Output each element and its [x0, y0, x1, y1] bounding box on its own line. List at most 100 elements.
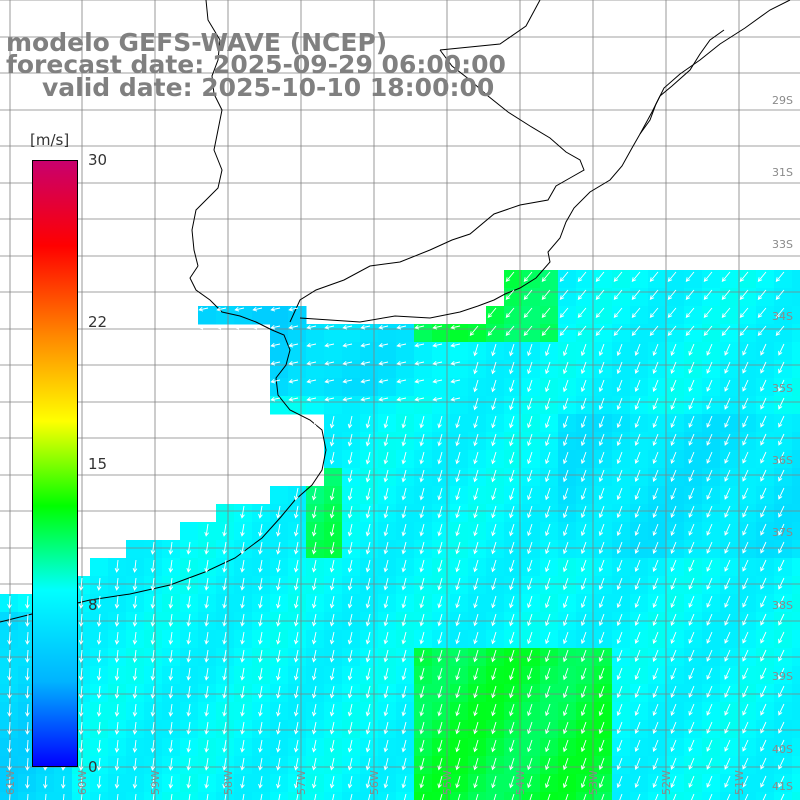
wind-arrow — [258, 739, 263, 753]
wind-speed-cell — [612, 414, 631, 433]
wind-arrow — [365, 667, 371, 681]
wind-speed-cell — [576, 396, 595, 415]
wind-arrow — [505, 325, 515, 336]
wind-speed-cell — [540, 360, 559, 379]
wind-speed-cell — [558, 468, 577, 487]
wind-arrow — [473, 559, 479, 573]
wind-arrow — [240, 721, 245, 735]
wind-arrow — [419, 523, 425, 537]
wind-arrow — [365, 559, 371, 573]
wind-arrow — [288, 306, 299, 312]
wind-arrow — [527, 451, 533, 465]
wind-arrow — [509, 649, 515, 663]
wind-speed-cell — [630, 666, 649, 685]
wind-speed-cell — [666, 378, 685, 397]
wind-arrow — [634, 379, 641, 393]
wind-speed-cell — [432, 738, 451, 757]
wind-speed-cell — [234, 504, 253, 523]
wind-speed-cell — [504, 756, 523, 775]
wind-speed-cell — [270, 684, 289, 703]
wind-arrow — [670, 523, 677, 536]
wind-speed-cell — [630, 522, 649, 541]
wind-arrow — [473, 757, 479, 771]
wind-speed-cell — [756, 630, 775, 649]
wind-speed-cell — [594, 522, 613, 541]
wind-speed-cell — [360, 720, 379, 739]
wind-speed-cell — [414, 630, 433, 649]
wind-arrow — [270, 306, 281, 312]
wind-speed-cell — [468, 378, 487, 397]
wind-arrow — [168, 775, 174, 789]
wind-arrow — [545, 505, 551, 519]
wind-arrow — [562, 433, 569, 447]
wind-speed-cell — [234, 720, 253, 739]
wind-speed-cell — [720, 702, 739, 721]
wind-arrow — [778, 595, 785, 608]
wind-arrow — [757, 271, 767, 282]
wind-speed-cell — [450, 576, 469, 595]
wind-speed-cell — [342, 756, 361, 775]
wind-speed-cell — [522, 342, 541, 361]
wind-arrow — [419, 667, 425, 681]
wind-speed-cell — [792, 396, 800, 415]
wind-arrow — [634, 505, 641, 519]
wind-arrow — [132, 595, 138, 609]
wind-arrow — [347, 541, 353, 555]
wind-speed-cell — [360, 522, 379, 541]
wind-speed-cell — [504, 396, 523, 415]
wind-arrow — [216, 306, 227, 312]
wind-speed-cell — [324, 702, 343, 721]
wind-speed-cell — [774, 432, 793, 451]
wind-arrow — [276, 559, 281, 573]
wind-speed-cell — [738, 432, 757, 451]
wind-arrow — [437, 613, 443, 627]
wind-arrow — [739, 325, 749, 336]
wind-speed-cell — [684, 540, 703, 559]
wind-arrow — [204, 595, 209, 609]
wind-arrow — [347, 667, 353, 681]
wind-arrow — [670, 649, 677, 662]
wind-speed-cell — [522, 432, 541, 451]
wind-speed-cell — [702, 594, 721, 613]
wind-speed-cell — [702, 756, 721, 775]
wind-arrow — [616, 505, 623, 519]
wind-arrow — [760, 415, 767, 428]
wind-arrow — [688, 739, 695, 752]
wind-speed-cell — [594, 504, 613, 523]
wind-speed-cell — [468, 342, 487, 361]
wind-arrow — [132, 613, 138, 627]
wind-arrow — [240, 667, 245, 681]
wind-arrow — [778, 433, 785, 446]
wind-arrow — [778, 487, 785, 500]
wind-arrow — [473, 595, 479, 609]
wind-speed-cell — [486, 468, 505, 487]
wind-arrow — [760, 721, 767, 734]
wind-arrow — [527, 379, 533, 393]
wind-speed-cell — [324, 720, 343, 739]
wind-arrow — [634, 487, 641, 501]
wind-arrow — [401, 541, 407, 555]
wind-speed-cell — [774, 576, 793, 595]
wind-arrow — [347, 523, 353, 537]
wind-arrow — [509, 703, 515, 717]
wind-speed-cell — [450, 558, 469, 577]
wind-arrow — [742, 343, 749, 356]
latitude-label: 40S — [772, 743, 793, 756]
wind-speed-cell — [756, 594, 775, 613]
wind-arrow — [778, 703, 785, 716]
wind-speed-cell — [468, 774, 487, 793]
wind-speed-cell — [666, 540, 685, 559]
wind-speed-cell — [702, 504, 721, 523]
wind-arrow — [473, 433, 479, 447]
wind-arrow — [78, 667, 84, 681]
wind-arrow — [631, 325, 641, 336]
wind-speed-cell — [504, 306, 523, 325]
wind-arrow — [383, 469, 389, 483]
wind-arrow — [222, 523, 227, 537]
wind-arrow — [306, 324, 317, 330]
wind-speed-cell — [306, 720, 325, 739]
wind-arrow — [724, 343, 731, 356]
wind-arrow — [294, 649, 299, 663]
